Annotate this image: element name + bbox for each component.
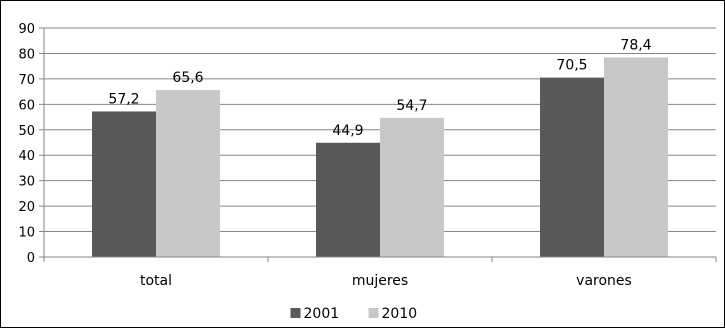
y-tick-label: 10 [18, 226, 35, 241]
data-label: 57,2 [108, 91, 139, 107]
data-label: 70,5 [556, 58, 587, 74]
bar-mujeres-2010 [380, 117, 444, 258]
x-category-label: mujeres [352, 273, 408, 289]
bar-total-2010 [156, 90, 220, 257]
axes [39, 27, 717, 262]
data-label: 65,6 [172, 70, 203, 86]
data-label: 44,9 [332, 123, 363, 139]
y-tick-label: 90 [18, 22, 35, 37]
y-tick-label: 70 [18, 73, 35, 88]
bar-varones-2010 [604, 57, 668, 257]
data-label: 54,7 [396, 98, 427, 114]
bar-varones-2001 [540, 77, 604, 257]
bars [92, 57, 668, 258]
y-tick-label: 50 [18, 124, 35, 139]
legend-label: 2001 [304, 306, 340, 322]
legend: 2001 2010 [290, 306, 418, 322]
bar-mujeres-2001 [316, 142, 380, 257]
y-tick-label: 40 [18, 149, 35, 164]
x-category-label: total [140, 273, 172, 289]
legend-label: 2010 [382, 306, 418, 322]
y-tick-label: 0 [27, 251, 35, 266]
labels: 0 10 20 30 40 50 60 70 80 90 57,2 65,6 total 44,9 54,7… [18, 22, 651, 289]
y-tick-label: 30 [18, 175, 35, 190]
y-tick-label: 60 [18, 98, 35, 113]
data-label: 78,4 [620, 38, 651, 54]
x-category-label: varones [576, 273, 632, 289]
legend-swatch-2010 [368, 308, 379, 318]
y-tick-label: 20 [18, 200, 35, 215]
bar-total-2001 [92, 111, 156, 257]
y-tick-label: 80 [18, 47, 35, 62]
legend-swatch-2001 [290, 308, 301, 318]
